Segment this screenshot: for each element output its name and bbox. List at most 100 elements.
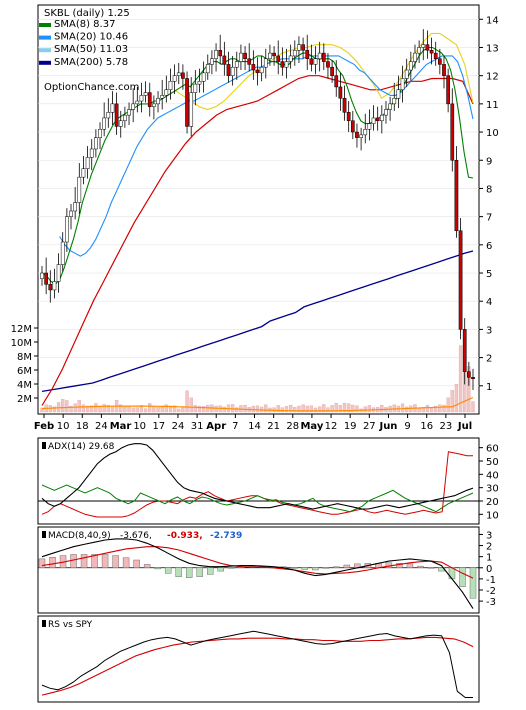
candle-body bbox=[371, 117, 376, 124]
candle-body bbox=[135, 100, 140, 105]
price-y-tick-label: 14 bbox=[486, 15, 499, 26]
candle-body bbox=[251, 64, 256, 71]
volume-bar bbox=[400, 403, 405, 413]
x-tick-label: 23 bbox=[439, 421, 452, 432]
candle-body bbox=[272, 52, 276, 57]
candle-body bbox=[226, 64, 231, 76]
candle-body bbox=[408, 61, 413, 71]
macd-histogram-bar bbox=[406, 563, 414, 568]
volume-bar bbox=[367, 405, 372, 413]
volume-bar bbox=[251, 405, 256, 413]
candle-body bbox=[81, 168, 86, 178]
volume-bar bbox=[94, 403, 98, 413]
candle-body bbox=[342, 97, 347, 113]
candle-body bbox=[89, 148, 94, 158]
candle-body bbox=[413, 52, 417, 62]
macd-histogram-bar bbox=[417, 565, 424, 568]
volume-y-tick-label: 2M bbox=[17, 394, 32, 405]
candle-body bbox=[309, 58, 314, 65]
volume-bar bbox=[471, 401, 475, 413]
candle-body bbox=[313, 58, 318, 65]
candle-body bbox=[218, 50, 223, 57]
macd-histogram-bar bbox=[80, 554, 88, 568]
candle-body bbox=[292, 50, 297, 57]
macd-signal-line bbox=[41, 546, 474, 579]
x-tick-label: May bbox=[300, 421, 323, 432]
candle-body bbox=[346, 112, 351, 122]
volume-bar bbox=[243, 404, 247, 413]
x-tick-label: 19 bbox=[344, 421, 357, 432]
candle-body bbox=[56, 264, 61, 282]
candle-body bbox=[143, 92, 148, 96]
candle-body bbox=[446, 75, 450, 105]
candle-body bbox=[388, 103, 392, 110]
macd-histogram-bar bbox=[322, 567, 330, 569]
candle-body bbox=[40, 272, 44, 279]
candle-body bbox=[471, 377, 475, 380]
x-tick-label: 28 bbox=[286, 421, 299, 432]
macd-y-tick-label: 1 bbox=[486, 553, 492, 564]
volume-bar bbox=[81, 404, 86, 413]
macd-histogram-bar bbox=[291, 567, 298, 569]
macd-histogram-bar bbox=[196, 567, 203, 577]
volume-bar bbox=[429, 408, 434, 413]
macd-histogram-bar bbox=[143, 564, 151, 568]
volume-bar bbox=[351, 404, 355, 413]
volume-bar bbox=[73, 403, 77, 413]
x-tick-label: 7 bbox=[232, 421, 238, 432]
candle-body bbox=[396, 89, 401, 99]
x-tick-label: 31 bbox=[191, 421, 204, 432]
candle-body bbox=[201, 72, 206, 82]
volume-bar bbox=[438, 404, 442, 413]
x-tick-label: 9 bbox=[404, 421, 410, 432]
x-tick-label: 18 bbox=[76, 421, 89, 432]
volume-bar bbox=[284, 406, 289, 413]
macd-histogram-bar bbox=[70, 554, 77, 568]
price-y-tick-label: 5 bbox=[486, 269, 492, 280]
candle-body bbox=[330, 66, 334, 76]
legend-entry: SMA(20) 10.46 bbox=[54, 32, 128, 43]
legend-entry: SMA(50) 11.03 bbox=[54, 44, 128, 55]
macd-histogram-bar bbox=[185, 567, 193, 578]
candle-body bbox=[367, 123, 372, 130]
volume-bar bbox=[152, 405, 156, 413]
ticker-label: SKBL (daily) 1.25 bbox=[44, 8, 130, 19]
adx-y-tick-label: 60 bbox=[486, 444, 499, 455]
candle-body bbox=[164, 89, 169, 96]
macd-histogram-bar bbox=[49, 557, 56, 568]
candle-body bbox=[263, 58, 268, 68]
adx-y-tick-label: 20 bbox=[486, 497, 499, 508]
macd-histogram-bar bbox=[312, 567, 319, 571]
price-y-tick-label: 10 bbox=[486, 128, 499, 139]
macd-y-tick-label: 2 bbox=[486, 542, 492, 553]
price-y-tick-label: 8 bbox=[486, 184, 492, 195]
macd-histogram-bar bbox=[38, 558, 46, 568]
candle-body bbox=[123, 114, 127, 122]
volume-bar bbox=[235, 407, 239, 413]
x-tick-label: 10 bbox=[57, 421, 70, 432]
x-tick-label: Mar bbox=[110, 421, 132, 432]
candle-body bbox=[379, 114, 384, 122]
candle-body bbox=[280, 61, 285, 68]
volume-bar bbox=[135, 407, 139, 413]
macd-lines bbox=[38, 538, 479, 609]
candle-body bbox=[48, 284, 53, 291]
price-grid bbox=[38, 18, 479, 387]
volume-bar bbox=[185, 390, 189, 413]
volume-bar bbox=[102, 404, 106, 413]
volume-y-ticks: 2M 4M 6M 8M 10M 12M bbox=[11, 324, 38, 405]
candle-body bbox=[350, 120, 355, 133]
candle-body bbox=[181, 72, 185, 79]
x-tick-label: Jul bbox=[457, 421, 472, 432]
candle-body bbox=[467, 371, 471, 378]
volume-bar bbox=[442, 404, 446, 413]
candle-body bbox=[404, 69, 409, 79]
volume-bar bbox=[139, 405, 144, 413]
volume-bar bbox=[119, 404, 123, 413]
price-y-tick-label: 11 bbox=[486, 100, 499, 111]
rs-line bbox=[41, 630, 473, 698]
legend-entry: SMA(200) 5.78 bbox=[54, 57, 128, 68]
candle-body bbox=[185, 78, 189, 127]
volume-bar bbox=[313, 407, 318, 413]
price-y-tick-label: 1 bbox=[486, 382, 492, 393]
